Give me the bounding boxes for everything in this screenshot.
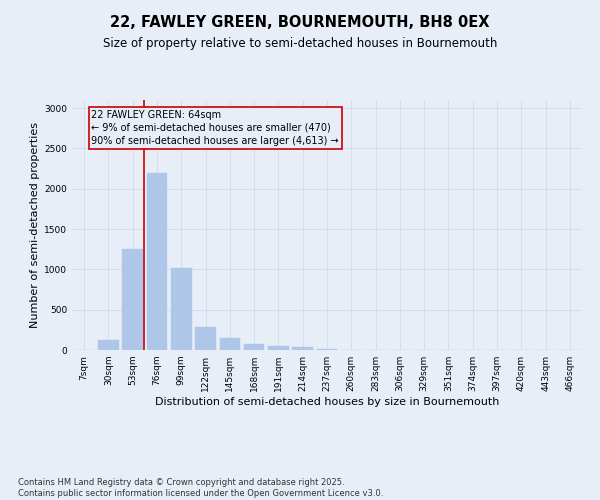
Bar xyxy=(292,347,313,350)
Bar xyxy=(268,346,289,350)
Bar xyxy=(244,344,265,350)
Text: 22 FAWLEY GREEN: 64sqm
← 9% of semi-detached houses are smaller (470)
90% of sem: 22 FAWLEY GREEN: 64sqm ← 9% of semi-deta… xyxy=(91,110,339,146)
X-axis label: Distribution of semi-detached houses by size in Bournemouth: Distribution of semi-detached houses by … xyxy=(155,397,499,407)
Text: 22, FAWLEY GREEN, BOURNEMOUTH, BH8 0EX: 22, FAWLEY GREEN, BOURNEMOUTH, BH8 0EX xyxy=(110,15,490,30)
Bar xyxy=(146,172,167,350)
Bar xyxy=(220,338,240,350)
Text: Size of property relative to semi-detached houses in Bournemouth: Size of property relative to semi-detach… xyxy=(103,38,497,51)
Bar xyxy=(195,326,216,350)
Text: Contains HM Land Registry data © Crown copyright and database right 2025.
Contai: Contains HM Land Registry data © Crown c… xyxy=(18,478,383,498)
Bar xyxy=(98,340,119,350)
Bar xyxy=(171,268,191,350)
Bar xyxy=(317,349,337,350)
Bar xyxy=(122,249,143,350)
Y-axis label: Number of semi-detached properties: Number of semi-detached properties xyxy=(30,122,40,328)
